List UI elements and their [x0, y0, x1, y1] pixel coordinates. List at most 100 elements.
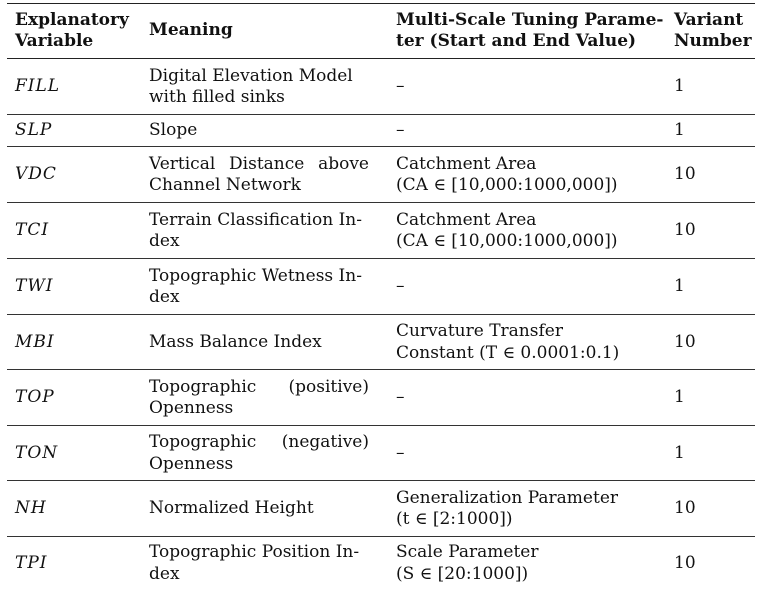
variant-number: 1	[674, 120, 685, 141]
header-tuning-line1: Multi-Scale Tuning Parame-	[396, 9, 664, 30]
header-variable-line2: Variable	[15, 31, 94, 51]
meaning-line: Topographic (positive)	[149, 376, 369, 397]
cell-variant-number: 1	[674, 426, 754, 481]
variant-number: 1	[674, 276, 685, 297]
meaning-line: Terrain Classification In-	[149, 209, 362, 230]
cell-variant-number: 1	[674, 115, 754, 147]
cell-variable: MBI	[15, 315, 135, 370]
meaning-line: Vertical Distance above	[149, 153, 369, 174]
header-meaning-text: Meaning	[149, 20, 233, 41]
tuning-parameter-line: –	[396, 442, 405, 463]
cell-variant-number: 10	[674, 315, 754, 370]
table-row: TCI Terrain Classification In-dex Catchmen…	[7, 203, 755, 259]
meaning-line: Topographic (negative)	[149, 432, 369, 452]
cell-meaning: Topographic Position In-dex	[149, 537, 377, 590]
variant-number: 10	[674, 164, 696, 185]
meaning-line: Slope	[149, 120, 198, 141]
cell-variable: TCI	[15, 203, 135, 259]
cell-variable: TPI	[15, 537, 135, 590]
cell-variant-number: 10	[674, 537, 754, 590]
variable-abbrev: MBI	[15, 331, 55, 352]
cell-meaning: Slope	[149, 115, 377, 147]
cell-tuning-parameter: Scale Parameter (S ∈ [20:1000])	[396, 537, 664, 590]
variable-abbrev: TWI	[15, 276, 54, 297]
header-variable-line1: Explanatory	[15, 9, 129, 30]
tuning-parameter-line: (CA ∈ [10,000:1000,000])	[396, 175, 618, 195]
cell-variable: VDC	[15, 147, 135, 203]
meaning-line: dex	[149, 287, 180, 307]
cell-meaning: Topographic (positive) Openness	[149, 370, 377, 426]
cell-variable: SLP	[15, 115, 135, 147]
table-row: SLP Slope – 1	[7, 115, 755, 147]
cell-tuning-parameter: Curvature Transfer Constant (T ∈ 0.0001:0…	[396, 315, 664, 370]
table-row: TON Topographic (negative) Openness –1	[7, 426, 755, 481]
header-tuning-line2: ter (Start and End Value)	[396, 31, 637, 51]
cell-meaning: Normalized Height	[149, 481, 377, 537]
meaning-line: Topographic Position In-	[149, 542, 360, 562]
cell-meaning: Digital Elevation Model with filled sinks	[149, 59, 377, 115]
header-variant-line2: Number	[674, 31, 752, 51]
cell-meaning: Topographic Wetness In-dex	[149, 259, 377, 315]
table-top-rule	[7, 3, 755, 4]
meaning-line: Digital Elevation Model	[149, 65, 353, 86]
cell-variant-number: 10	[674, 203, 754, 259]
cell-variable: TON	[15, 426, 135, 481]
cell-meaning: Topographic (negative) Openness	[149, 426, 377, 481]
tuning-parameter-line: Scale Parameter	[396, 542, 539, 562]
table-row: FILL Digital Elevation Model with filled s…	[7, 59, 755, 115]
variable-abbrev: TOP	[15, 387, 55, 408]
header-tuning: Multi-Scale Tuning Parame- ter (Start an…	[396, 3, 664, 59]
cell-variable: TOP	[15, 370, 135, 426]
variant-number: 1	[674, 442, 685, 463]
cell-tuning-parameter: Generalization Parameter (t ∈ [2:1000])	[396, 481, 664, 537]
cell-tuning-parameter: –	[396, 115, 664, 147]
meaning-line: dex	[149, 231, 180, 251]
cell-tuning-parameter: Catchment Area (CA ∈ [10,000:1000,000])	[396, 203, 664, 259]
variable-abbrev: VDC	[15, 164, 57, 185]
table-row: NH Normalized Height Generalization Parame…	[7, 481, 755, 537]
variable-abbrev: TON	[15, 442, 59, 463]
tuning-parameter-line: –	[396, 120, 405, 141]
cell-variant-number: 1	[674, 59, 754, 115]
table-row: TOP Topographic (positive) Openness – 1	[7, 370, 755, 426]
tuning-parameter-line: (t ∈ [2:1000])	[396, 509, 513, 529]
table-row: MBI Mass Balance Index Curvature Transfer C…	[7, 315, 755, 370]
variant-number: 1	[674, 387, 685, 408]
variant-number: 10	[674, 498, 696, 519]
meaning-line: Normalized Height	[149, 498, 314, 519]
cell-variable: NH	[15, 481, 135, 537]
variable-abbrev: SLP	[15, 120, 53, 141]
cell-tuning-parameter: Catchment Area (CA ∈ [10,000:1000,000])	[396, 147, 664, 203]
variant-number: 10	[674, 220, 696, 241]
cell-meaning: Vertical Distance above Channel Network	[149, 147, 377, 203]
tuning-parameter-line: Curvature Transfer	[396, 321, 563, 341]
tuning-parameter-line: –	[396, 387, 405, 408]
header-variable: Explanatory Variable	[15, 3, 135, 59]
cell-variable: TWI	[15, 259, 135, 315]
variable-abbrev: NH	[15, 498, 47, 519]
variable-abbrev: TCI	[15, 220, 50, 241]
cell-variant-number: 1	[674, 370, 754, 426]
table-row: TPI Topographic Position In-dex Scale Para…	[7, 537, 755, 590]
tuning-parameter-line: Constant (T ∈ 0.0001:0.1)	[396, 342, 620, 363]
tuning-parameter-line: –	[396, 276, 405, 297]
variant-number: 10	[674, 552, 696, 573]
variable-abbrev: FILL	[15, 76, 61, 97]
tuning-parameter-line: Catchment Area	[396, 153, 537, 174]
cell-variant-number: 10	[674, 481, 754, 537]
variable-abbrev: TPI	[15, 552, 48, 573]
cell-tuning-parameter: –	[396, 426, 664, 481]
cell-tuning-parameter: –	[396, 370, 664, 426]
cell-variable: FILL	[15, 59, 135, 115]
meaning-line: Openness	[149, 453, 234, 474]
header-variant-line1: Variant	[674, 9, 744, 30]
header-variant: Variant Number	[674, 3, 754, 59]
variant-number: 1	[674, 76, 685, 97]
meaning-line: Mass Balance Index	[149, 331, 322, 352]
cell-tuning-parameter: –	[396, 59, 664, 115]
meaning-line: Channel Network	[149, 175, 301, 195]
cell-meaning: Mass Balance Index	[149, 315, 377, 370]
tuning-parameter-line: –	[396, 76, 405, 97]
cell-tuning-parameter: –	[396, 259, 664, 315]
header-meaning: Meaning	[149, 3, 377, 59]
